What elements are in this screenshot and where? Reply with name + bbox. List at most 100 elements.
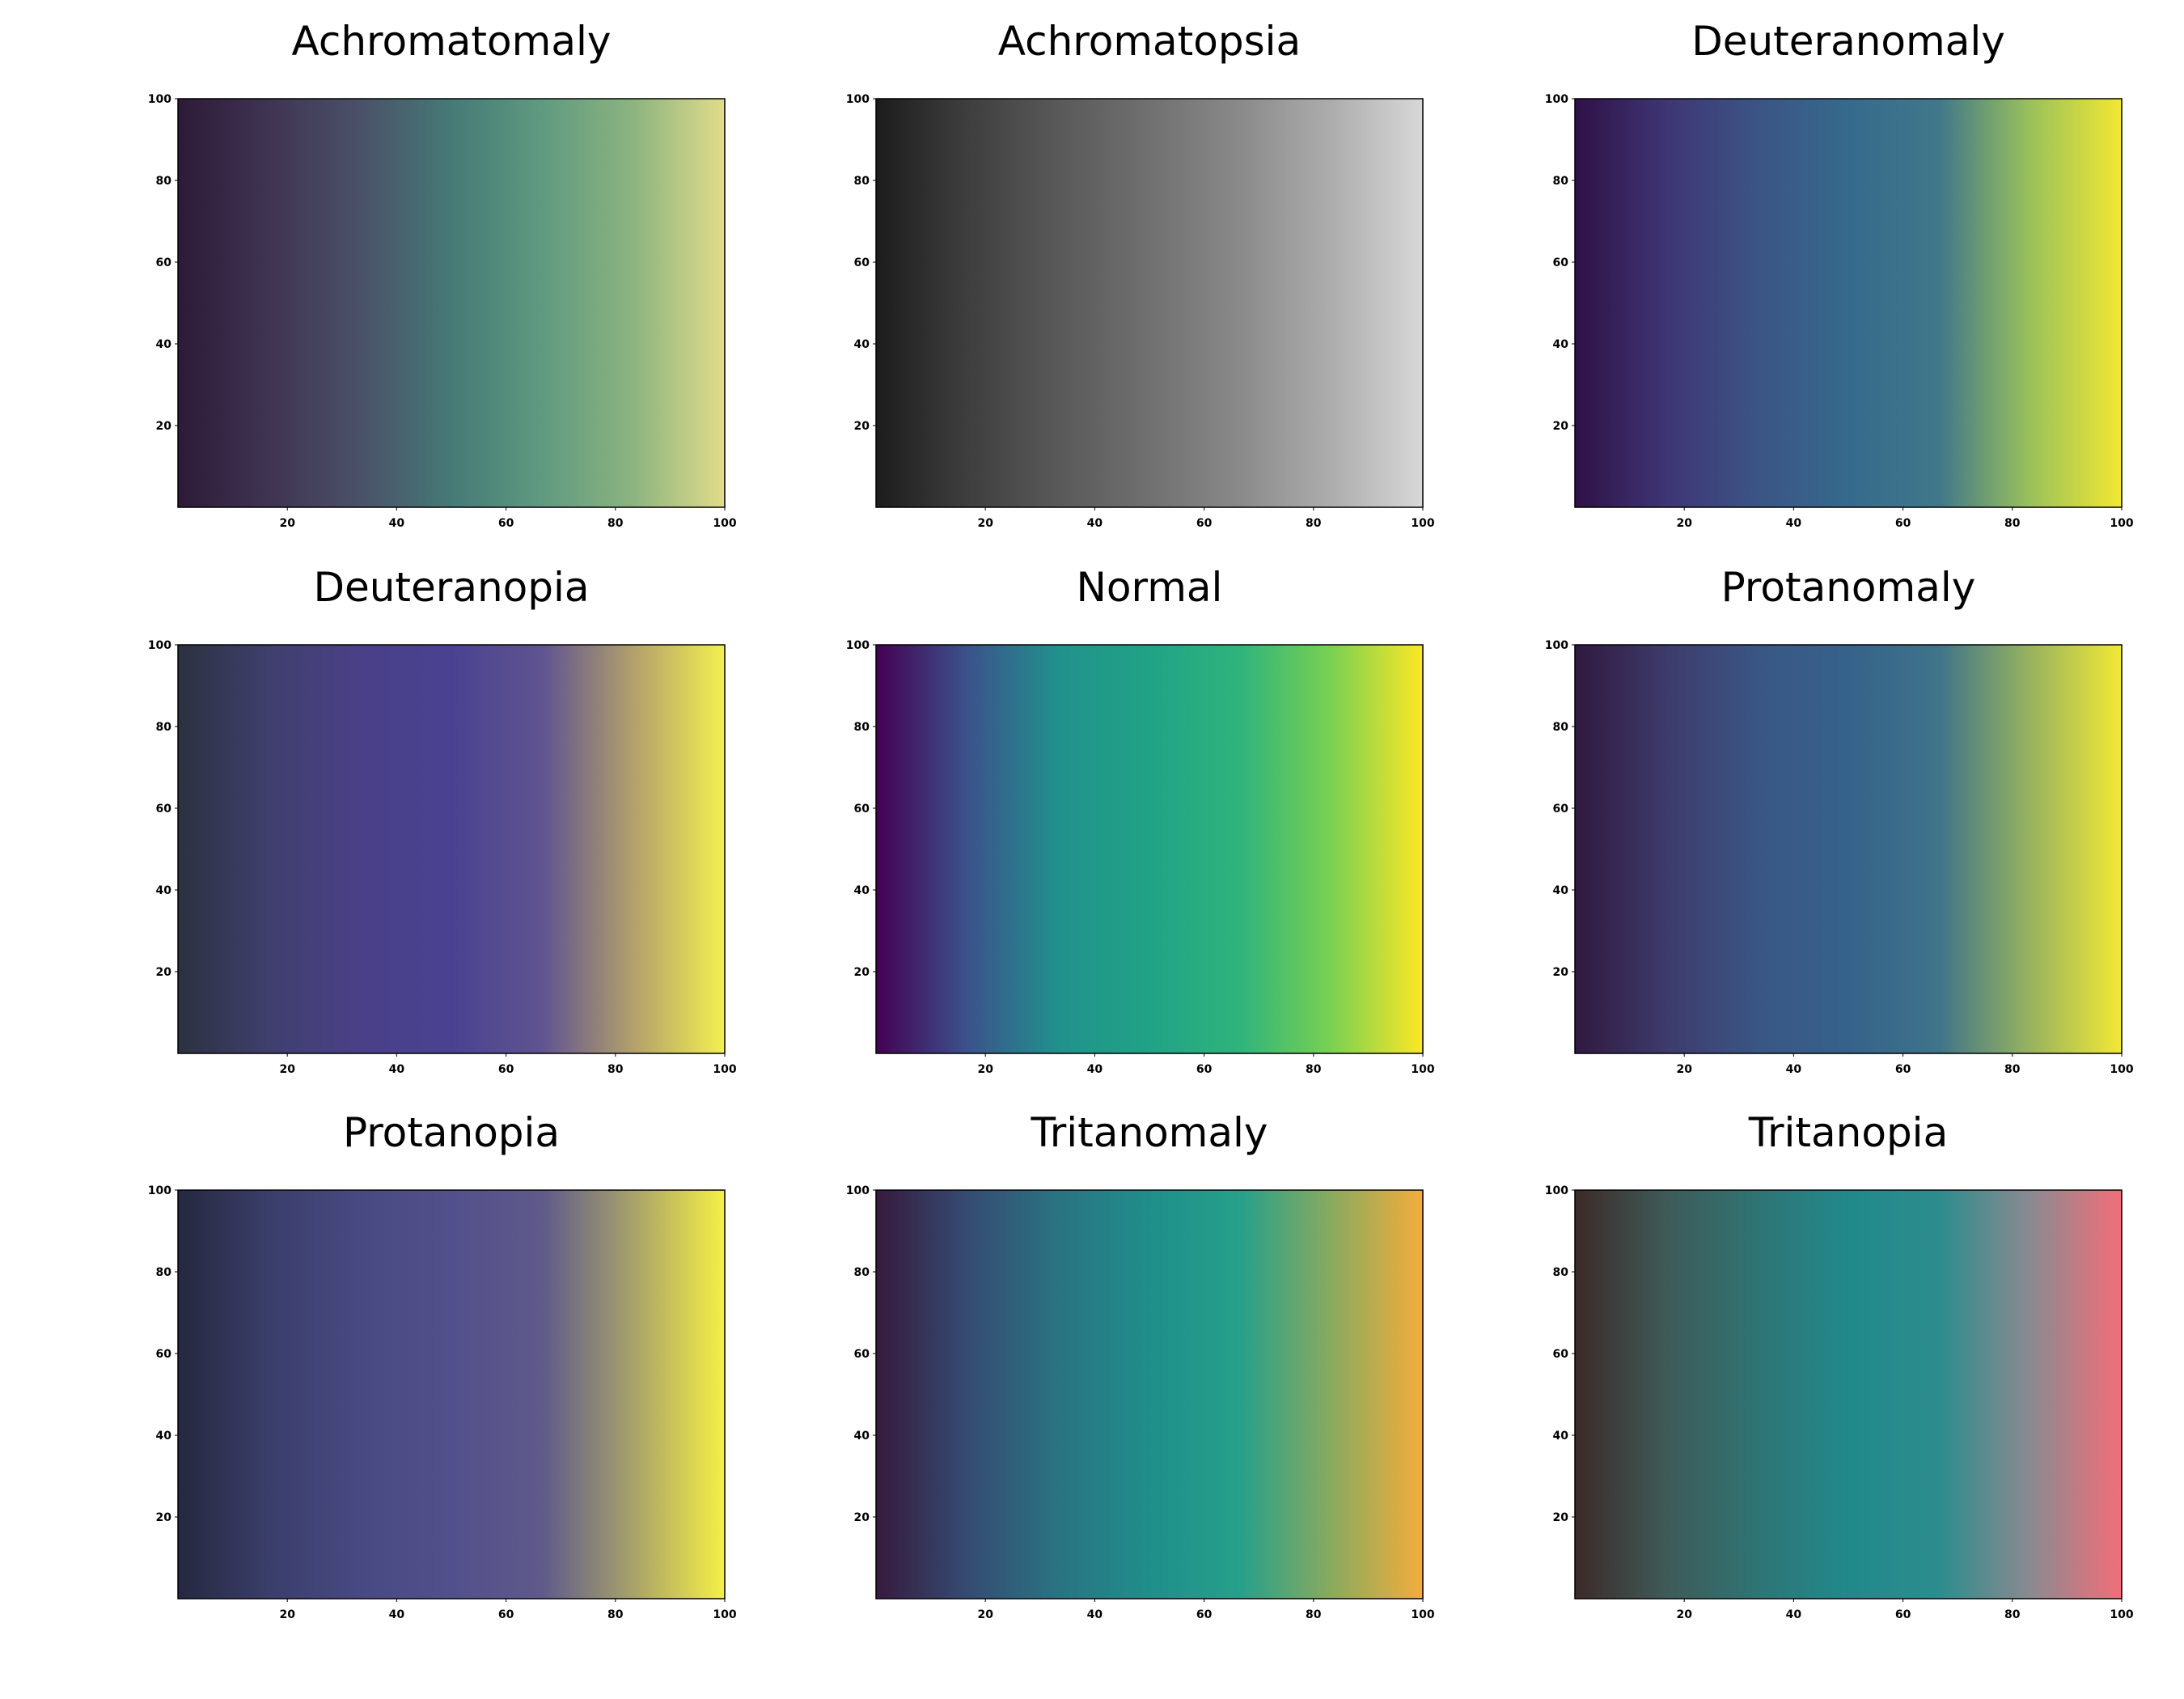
heatmap-gradient — [1575, 99, 2122, 507]
heatmap-gradient — [1575, 1190, 2122, 1599]
x-tick-label: 100 — [713, 1063, 736, 1076]
x-tick-label: 20 — [977, 1608, 993, 1621]
x-tick-label: 80 — [607, 517, 624, 530]
panel-title: Deuteranomaly — [1691, 18, 2005, 65]
x-tick-label: 80 — [2004, 1063, 2021, 1076]
heatmap-gradient — [178, 1190, 725, 1599]
panel-tritanomaly: Tritanomaly 20 40 60 80 100 20 40 60 80 100 — [846, 1109, 1435, 1621]
y-tick-label: 60 — [156, 256, 172, 269]
x-tick-label: 20 — [1676, 1063, 1692, 1076]
x-tick-label: 40 — [389, 1063, 405, 1076]
y-tick-label: 40 — [854, 1430, 870, 1443]
axes-frame — [1574, 1189, 2123, 1599]
x-tick-label: 80 — [607, 1063, 624, 1076]
x-tick-label: 20 — [279, 1063, 295, 1076]
panel-protanopia: Protanopia 20 40 60 80 100 20 40 60 80 100 — [148, 1109, 737, 1621]
y-tick-label: 80 — [854, 175, 870, 188]
x-tick-label: 80 — [2004, 1608, 2021, 1621]
x-tick-label: 40 — [1786, 1608, 1802, 1621]
x-tick-label: 40 — [1087, 517, 1103, 530]
heatmap-gradient — [876, 1190, 1423, 1599]
x-tick-label: 80 — [2004, 517, 2021, 530]
y-tick-label: 40 — [156, 1430, 172, 1443]
y-tick-label: 60 — [854, 256, 870, 269]
y-tick-label: 60 — [156, 1348, 172, 1361]
x-tick-label: 60 — [498, 517, 514, 530]
x-tick-label: 40 — [1786, 517, 1802, 530]
x-tick-label: 60 — [498, 1608, 514, 1621]
x-tick-label: 60 — [498, 1063, 514, 1076]
panel-tritanopia: Tritanopia 20 40 60 80 100 20 40 60 80 100 — [1545, 1109, 2134, 1621]
y-tick-label: 20 — [1553, 420, 1569, 433]
panel-title: Tritanomaly — [1031, 1109, 1268, 1156]
y-tick-label: 60 — [1553, 803, 1569, 816]
panel-title: Protanopia — [343, 1109, 560, 1156]
panel-deuteranopia: Deuteranopia 20 40 60 80 100 20 40 60 80 100 — [148, 564, 737, 1076]
x-tick-label: 60 — [1196, 1063, 1213, 1076]
y-tick-label: 80 — [1553, 1266, 1569, 1279]
panel-deuteranomaly: Deuteranomaly 20 40 60 80 100 20 40 60 80 100 — [1545, 18, 2134, 530]
x-tick-label: 100 — [1411, 1063, 1434, 1076]
x-tick-label: 20 — [1676, 517, 1692, 530]
heatmap-gradient — [876, 645, 1423, 1053]
x-tick-label: 80 — [607, 1608, 624, 1621]
y-tick-label: 100 — [846, 639, 870, 652]
y-tick-label: 100 — [148, 93, 171, 106]
y-tick-label: 80 — [854, 1266, 870, 1279]
x-tick-label: 60 — [1895, 1063, 1911, 1076]
y-tick-label: 100 — [846, 93, 870, 106]
y-tick-label: 80 — [156, 175, 172, 188]
y-tick-label: 80 — [854, 721, 870, 734]
axes-frame — [1574, 98, 2123, 508]
y-tick-label: 20 — [1553, 966, 1569, 979]
y-tick-label: 80 — [156, 721, 172, 734]
heatmap-gradient — [178, 99, 725, 507]
y-tick-label: 60 — [156, 803, 172, 816]
x-tick-label: 20 — [279, 517, 295, 530]
y-tick-label: 60 — [1553, 256, 1569, 269]
y-tick-label: 40 — [156, 338, 172, 351]
x-tick-label: 100 — [1411, 517, 1434, 530]
y-tick-label: 100 — [1545, 639, 1568, 652]
y-tick-label: 20 — [156, 420, 172, 433]
x-tick-label: 100 — [713, 1608, 736, 1621]
x-tick-label: 20 — [279, 1608, 295, 1621]
y-tick-label: 60 — [854, 1348, 870, 1361]
y-tick-label: 100 — [1545, 93, 1568, 106]
axes-frame — [177, 644, 726, 1054]
axes-frame — [875, 98, 1424, 508]
y-tick-label: 40 — [1553, 338, 1569, 351]
panel-title: Normal — [1077, 564, 1223, 611]
x-tick-label: 80 — [1306, 1063, 1322, 1076]
panel-title: Tritanopia — [1748, 1109, 1948, 1156]
x-tick-label: 100 — [2110, 517, 2133, 530]
panel-title: Achromatomaly — [292, 18, 612, 65]
y-tick-label: 60 — [1553, 1348, 1569, 1361]
x-tick-label: 40 — [1087, 1063, 1103, 1076]
x-tick-label: 100 — [2110, 1063, 2133, 1076]
x-tick-label: 20 — [1676, 1608, 1692, 1621]
x-tick-label: 60 — [1196, 517, 1213, 530]
axes-frame — [875, 644, 1424, 1054]
y-tick-label: 80 — [1553, 175, 1569, 188]
y-tick-label: 20 — [156, 1511, 172, 1524]
x-tick-label: 60 — [1895, 517, 1911, 530]
axes-frame — [1574, 644, 2123, 1054]
y-tick-label: 60 — [854, 803, 870, 816]
panel-title: Achromatopsia — [998, 18, 1301, 65]
x-tick-label: 40 — [389, 1608, 405, 1621]
x-tick-label: 20 — [977, 517, 993, 530]
x-tick-label: 80 — [1306, 517, 1322, 530]
x-tick-label: 100 — [2110, 1608, 2133, 1621]
y-tick-label: 40 — [156, 884, 172, 897]
axes-frame — [177, 1189, 726, 1599]
panel-achromatopsia: Achromatopsia 20 40 60 80 100 20 40 60 80 100 — [846, 18, 1435, 530]
heatmap-gradient — [178, 645, 725, 1053]
y-tick-label: 80 — [1553, 721, 1569, 734]
x-tick-label: 40 — [1087, 1608, 1103, 1621]
y-tick-label: 20 — [156, 966, 172, 979]
y-tick-label: 40 — [854, 884, 870, 897]
x-tick-label: 100 — [1411, 1608, 1434, 1621]
y-tick-label: 100 — [846, 1184, 870, 1197]
y-tick-label: 100 — [148, 1184, 171, 1197]
